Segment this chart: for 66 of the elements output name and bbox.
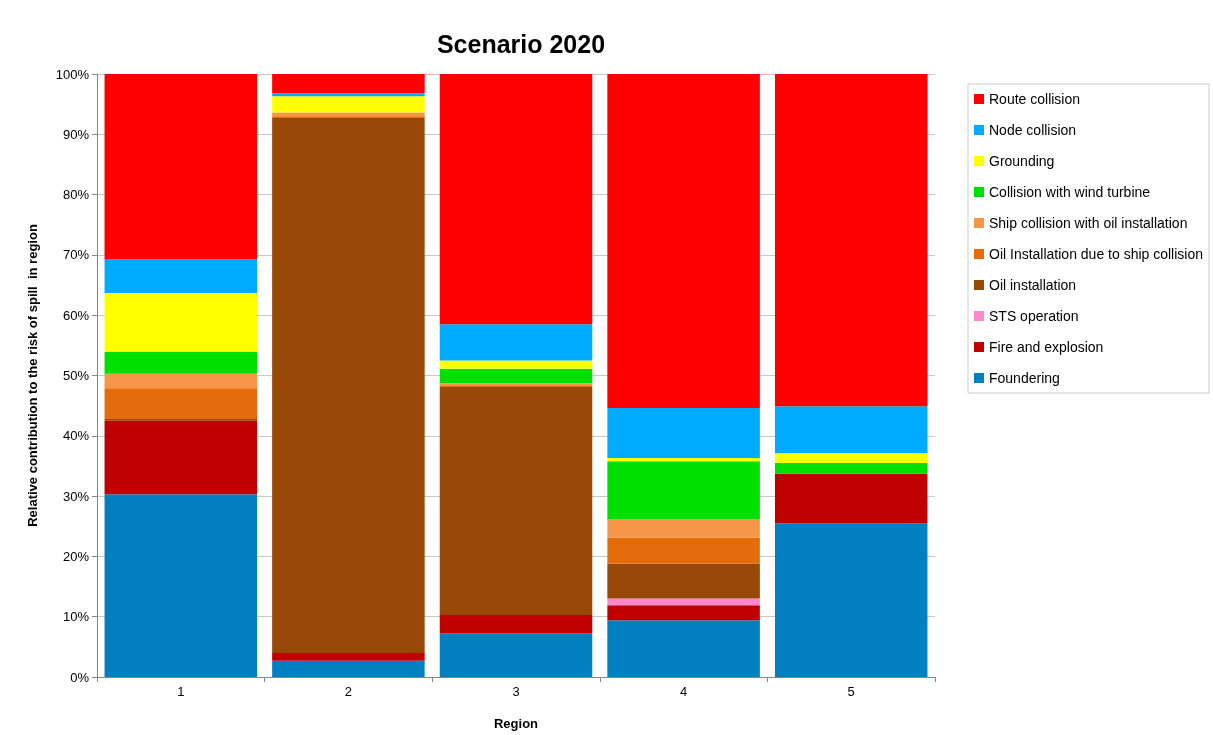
bar <box>439 360 593 369</box>
bar <box>774 473 928 524</box>
y-tick-label: 0% <box>70 669 90 685</box>
bar <box>439 74 593 325</box>
legend-label: Fire and explosion <box>988 339 1104 355</box>
y-tick-label: 80% <box>62 187 90 203</box>
bar <box>607 598 760 606</box>
x-tick-label: 5 <box>847 684 855 699</box>
bar <box>272 74 425 94</box>
legend-label: Node collision <box>988 122 1077 138</box>
bar <box>774 406 928 454</box>
bar <box>104 373 258 389</box>
legend-label: Route collision <box>988 91 1081 107</box>
bar <box>607 461 760 520</box>
bar <box>607 605 760 621</box>
y-tick-label: 50% <box>62 368 90 383</box>
bar <box>607 519 760 538</box>
legend-label: Oil Installation due to ship collision <box>988 246 1204 262</box>
bar <box>439 368 593 384</box>
bar <box>774 462 928 474</box>
chart-title: Scenario 2020 <box>436 29 606 58</box>
bar <box>607 537 760 564</box>
legend-label: STS operation <box>988 308 1079 324</box>
bar <box>439 324 593 361</box>
y-tick-label: 40% <box>62 428 90 444</box>
bar <box>607 620 760 677</box>
y-tick-label: 60% <box>62 307 90 323</box>
bar <box>272 96 425 113</box>
bar <box>774 523 928 677</box>
bar <box>104 388 258 419</box>
legend-label: Oil installation <box>988 277 1077 293</box>
legend-label: Foundering <box>988 370 1060 386</box>
x-tick-label: 3 <box>512 684 520 699</box>
legend-label: Grounding <box>988 153 1055 169</box>
bar <box>104 259 258 293</box>
bar <box>439 386 593 615</box>
bar <box>104 351 258 374</box>
x-tick-label: 4 <box>679 684 688 699</box>
bar <box>607 458 760 462</box>
bar <box>272 93 425 97</box>
x-tick-label: 1 <box>177 684 185 699</box>
legend-label: Collision with wind turbine <box>988 184 1151 200</box>
x-tick-label: 2 <box>344 684 353 699</box>
bar <box>104 420 258 495</box>
bar <box>272 660 425 677</box>
x-axis-title: Region <box>493 716 539 731</box>
bar <box>104 74 258 260</box>
bar <box>607 74 760 409</box>
legend-label: Ship collision with oil installation <box>988 215 1188 231</box>
y-tick-label: 30% <box>62 488 90 504</box>
bar <box>774 453 928 463</box>
bar <box>104 494 258 677</box>
bar <box>607 563 760 599</box>
y-tick-label: 100% <box>55 66 90 82</box>
y-tick-label: 70% <box>62 247 90 263</box>
bar <box>439 633 593 677</box>
bar <box>104 292 258 352</box>
y-tick-label: 90% <box>62 126 90 142</box>
y-tick-label: 20% <box>62 548 90 564</box>
bar <box>439 614 593 634</box>
bar <box>272 652 425 661</box>
y-axis-title: Relative contribution to the risk of spill in region <box>25 224 40 527</box>
bar <box>774 74 928 407</box>
bar <box>272 118 425 653</box>
y-tick-label: 10% <box>62 609 90 625</box>
bar <box>607 408 760 459</box>
